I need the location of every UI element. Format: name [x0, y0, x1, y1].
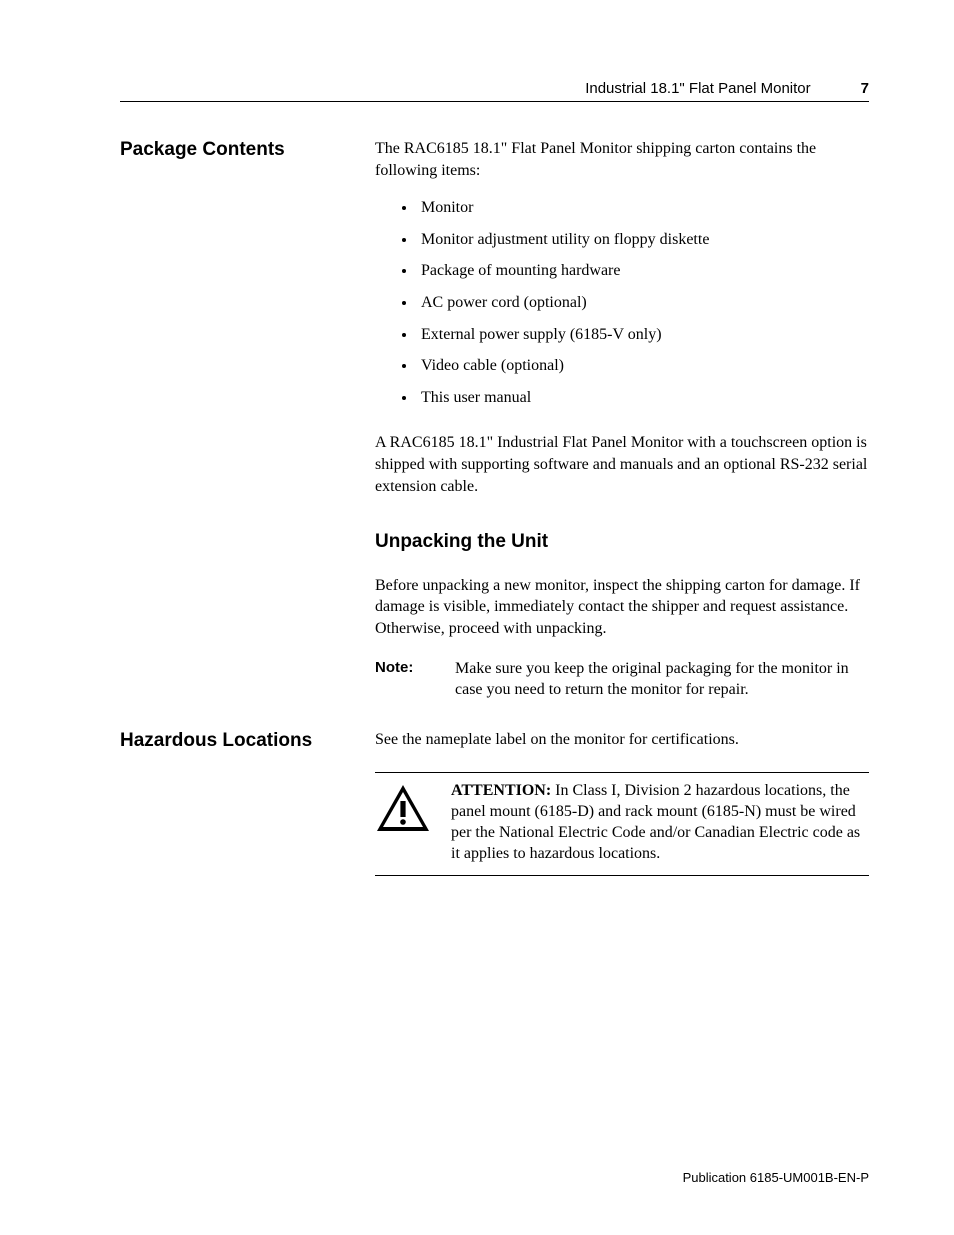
- body-hazardous: See the nameplate label on the monitor f…: [375, 729, 869, 876]
- footer-publication: Publication 6185-UM001B-EN-P: [683, 1170, 869, 1185]
- hazardous-body: See the nameplate label on the monitor f…: [375, 729, 869, 751]
- warning-triangle-icon: [375, 781, 433, 840]
- side-heading-package-contents: Package Contents: [120, 138, 375, 163]
- attention-label: ATTENTION:: [451, 782, 551, 799]
- package-items-list: Monitor Monitor adjustment utility on fl…: [375, 197, 869, 408]
- list-item: Monitor: [417, 197, 869, 219]
- side-heading-hazardous: Hazardous Locations: [120, 729, 375, 754]
- section-hazardous: Hazardous Locations See the nameplate la…: [120, 729, 869, 876]
- note-block: Note: Make sure you keep the original pa…: [375, 658, 869, 701]
- list-item: Package of mounting hardware: [417, 260, 869, 282]
- body-package-contents: The RAC6185 18.1" Flat Panel Monitor shi…: [375, 138, 869, 727]
- section-package-contents: Package Contents The RAC6185 18.1" Flat …: [120, 138, 869, 727]
- attention-text: ATTENTION: In Class I, Division 2 hazard…: [451, 781, 869, 864]
- attention-block: ATTENTION: In Class I, Division 2 hazard…: [375, 772, 869, 875]
- list-item: AC power cord (optional): [417, 292, 869, 314]
- list-item: Video cable (optional): [417, 355, 869, 377]
- header-page-number: 7: [861, 80, 869, 97]
- page-header: Industrial 18.1" Flat Panel Monitor 7: [120, 80, 869, 102]
- note-label: Note:: [375, 658, 429, 678]
- unpacking-body: Before unpacking a new monitor, inspect …: [375, 575, 869, 640]
- list-item: This user manual: [417, 387, 869, 409]
- touchscreen-para: A RAC6185 18.1" Industrial Flat Panel Mo…: [375, 432, 869, 497]
- package-intro: The RAC6185 18.1" Flat Panel Monitor shi…: [375, 138, 869, 181]
- list-item: External power supply (6185-V only): [417, 324, 869, 346]
- header-title: Industrial 18.1" Flat Panel Monitor: [585, 80, 810, 97]
- list-item: Monitor adjustment utility on floppy dis…: [417, 229, 869, 251]
- subheading-unpacking: Unpacking the Unit: [375, 529, 869, 555]
- note-text: Make sure you keep the original packagin…: [455, 658, 869, 701]
